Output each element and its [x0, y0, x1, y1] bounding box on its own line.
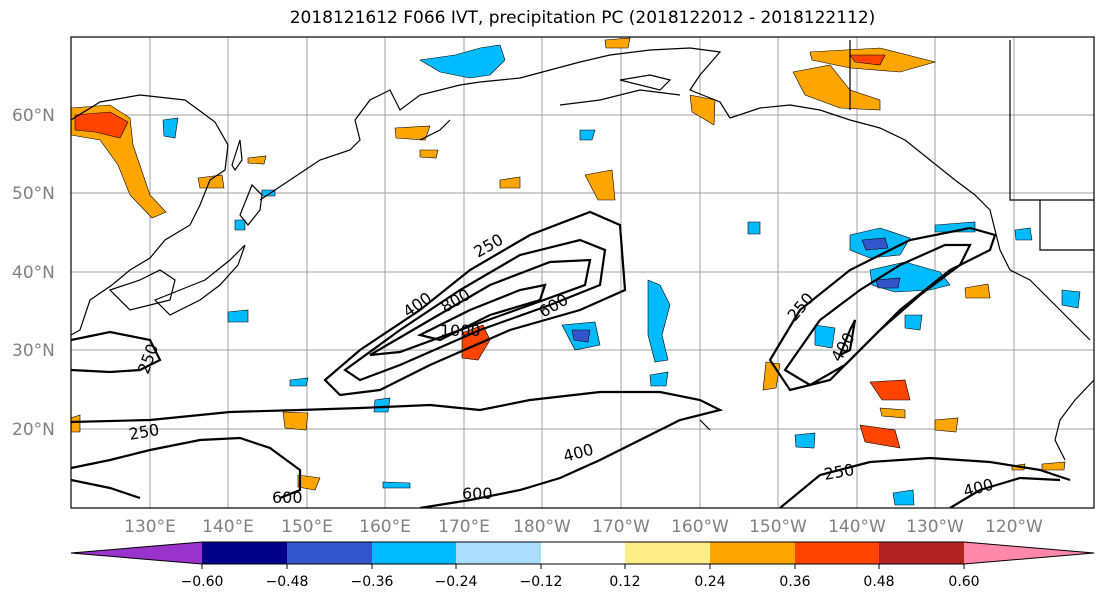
latitude-labels: 60°N 50°N 40°N 30°N 20°N — [12, 106, 55, 440]
colorbar-tick-label: 0.60 — [948, 574, 979, 590]
coastlines — [71, 40, 1094, 461]
colorbar-tick-label: −0.24 — [435, 574, 478, 590]
lat-label: 20°N — [12, 420, 55, 440]
map-title: 2018121612 F066 IVT, precipitation PC (2… — [289, 8, 876, 28]
longitude-labels: 130°E 140°E 150°E 160°E 170°E 180°W 170°… — [124, 517, 1043, 537]
colorbar-tick-label: 0.36 — [779, 574, 810, 590]
colorbar-tick-label: 0.48 — [863, 574, 894, 590]
lon-label: 160°E — [359, 517, 411, 537]
colorbar-segment — [456, 542, 541, 564]
map-frame — [70, 36, 1095, 509]
colorbar-segment — [795, 542, 879, 564]
contour-label: 600 — [272, 488, 303, 507]
colorbar-segment — [964, 542, 1094, 564]
colorbar-segment — [202, 542, 287, 564]
colorbar-segment — [71, 542, 202, 564]
map-panel: 250 400 800 1000 600 250 400 250 400 600… — [70, 36, 1095, 509]
colorbar-segment — [287, 542, 372, 564]
lon-label: 170°W — [592, 517, 650, 537]
lon-label: 120°W — [985, 517, 1043, 537]
colorbar: −0.60 −0.48 −0.36 −0.24 −0.12 0.12 0.24 … — [70, 541, 1095, 590]
lon-label: 170°E — [438, 517, 490, 537]
lat-label: 40°N — [12, 263, 55, 283]
precip-anomaly-patches — [71, 37, 1081, 506]
colorbar-tick-label: 0.12 — [609, 574, 640, 590]
lon-label: 160°W — [671, 517, 729, 537]
colorbar-tick-label: −0.36 — [351, 574, 394, 590]
lon-label: 150°E — [281, 517, 333, 537]
lon-label: 130°E — [124, 517, 176, 537]
colorbar-segment — [372, 542, 456, 564]
gridlines — [71, 37, 1094, 508]
lon-label: 150°W — [749, 517, 807, 537]
colorbar-tick-label: −0.48 — [266, 574, 309, 590]
lon-label: 180°W — [513, 517, 571, 537]
ivt-contours — [71, 210, 1071, 508]
colorbar-segment — [879, 542, 964, 564]
colorbar-tick-label: −0.60 — [181, 574, 224, 590]
lat-label: 60°N — [12, 106, 55, 126]
lat-label: 30°N — [12, 341, 55, 361]
colorbar-ticks — [201, 564, 965, 569]
colorbar-tick-label: 0.24 — [694, 574, 725, 590]
contour-label: 600 — [462, 484, 493, 503]
contour-label: 1000 — [440, 321, 481, 340]
colorbar-tick-label: −0.12 — [520, 574, 563, 590]
lon-label: 140°E — [202, 517, 254, 537]
colorbar-segment — [625, 542, 710, 564]
colorbar-segment — [541, 542, 625, 564]
lon-label: 130°W — [906, 517, 964, 537]
lat-label: 50°N — [12, 184, 55, 204]
lon-label: 140°W — [828, 517, 886, 537]
colorbar-segment — [710, 542, 795, 564]
